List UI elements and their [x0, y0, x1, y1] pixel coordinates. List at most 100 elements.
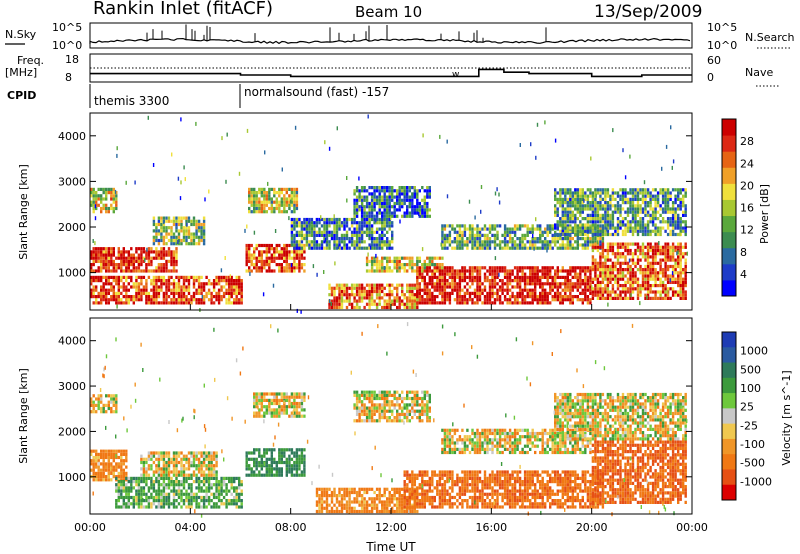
data-cell — [398, 195, 401, 199]
data-cell — [228, 285, 231, 289]
data-cell — [275, 263, 278, 267]
data-cell — [456, 269, 459, 273]
data-cell — [375, 237, 379, 241]
data-cell — [491, 279, 494, 283]
data-cell — [569, 291, 572, 295]
data-cell — [664, 255, 667, 259]
data-cell — [170, 288, 173, 292]
data-cell — [463, 285, 467, 289]
data-cell — [102, 285, 105, 289]
data-cell — [574, 194, 577, 198]
data-cell — [539, 282, 542, 286]
data-cell — [318, 246, 321, 250]
data-cell — [559, 282, 562, 286]
data-cell — [105, 197, 108, 201]
data-cell — [677, 277, 680, 281]
data-cell — [175, 285, 178, 289]
speckle-cell — [324, 140, 326, 145]
data-cell — [160, 222, 163, 227]
data-cell — [112, 250, 115, 254]
data-cell — [431, 259, 434, 263]
data-cell — [536, 266, 539, 270]
data-cell — [421, 214, 424, 218]
data-cell — [170, 301, 173, 305]
data-cell — [463, 240, 467, 244]
data-cell — [370, 302, 374, 306]
data-cell — [476, 230, 479, 234]
data-cell — [413, 195, 416, 199]
data-cell — [235, 295, 238, 299]
data-cell — [664, 229, 667, 233]
data-cell — [599, 268, 602, 272]
data-cell — [579, 188, 582, 192]
speckle-cell — [125, 180, 127, 185]
data-cell — [120, 263, 123, 267]
data-cell — [571, 285, 574, 289]
data-cell — [260, 187, 263, 191]
data-cell — [167, 476, 171, 480]
data-cell — [391, 211, 394, 215]
data-cell — [677, 255, 680, 259]
data-cell — [666, 293, 670, 297]
data-cell — [172, 505, 176, 509]
freq-tick-bottom: 8 — [65, 71, 72, 84]
data-cell — [581, 194, 584, 198]
data-cell — [381, 237, 384, 241]
data-cell — [162, 295, 166, 299]
data-cell — [255, 197, 258, 201]
data-cell — [112, 403, 115, 407]
data-cell — [360, 293, 364, 297]
data-cell — [556, 269, 559, 273]
data-cell — [187, 285, 191, 289]
data-cell — [90, 191, 93, 195]
data-cell — [468, 224, 472, 228]
data-cell — [646, 274, 650, 278]
data-cell — [546, 291, 549, 295]
data-cell — [433, 263, 436, 267]
data-cell — [601, 217, 605, 221]
data-cell — [503, 298, 507, 302]
data-cell — [157, 480, 161, 484]
data-cell — [671, 229, 675, 233]
data-cell — [408, 256, 411, 260]
data-cell — [659, 284, 662, 288]
data-cell — [501, 240, 504, 244]
data-cell — [180, 499, 183, 503]
data-cell — [388, 286, 391, 290]
data-cell — [599, 227, 602, 231]
data-cell — [358, 283, 361, 287]
data-cell — [303, 250, 306, 254]
data-cell — [586, 204, 590, 208]
data-cell — [97, 459, 100, 463]
data-cell — [461, 224, 464, 228]
data-cell — [671, 274, 675, 278]
data-cell — [185, 279, 188, 283]
data-cell — [255, 259, 258, 263]
data-cell — [416, 192, 419, 196]
data-cell — [516, 272, 519, 276]
data-cell — [157, 505, 161, 509]
data-cell — [646, 293, 650, 297]
data-cell — [531, 243, 534, 247]
data-cell — [443, 275, 447, 279]
data-cell — [589, 191, 592, 195]
data-cell — [416, 195, 419, 199]
data-cell — [428, 266, 431, 270]
data-cell — [293, 266, 296, 270]
data-cell — [606, 210, 610, 214]
data-cell — [682, 296, 685, 300]
data-cell — [651, 223, 655, 227]
data-cell — [671, 287, 675, 291]
colorbar-swatch — [722, 119, 736, 136]
data-cell — [646, 245, 650, 249]
data-cell — [571, 295, 574, 299]
data-cell — [122, 263, 125, 267]
data-cell — [401, 263, 404, 267]
data-cell — [631, 188, 635, 192]
data-cell — [105, 394, 108, 398]
data-cell — [589, 213, 592, 217]
data-cell — [386, 283, 389, 287]
data-cell — [365, 269, 369, 273]
data-cell — [481, 301, 484, 305]
data-cell — [97, 266, 100, 270]
